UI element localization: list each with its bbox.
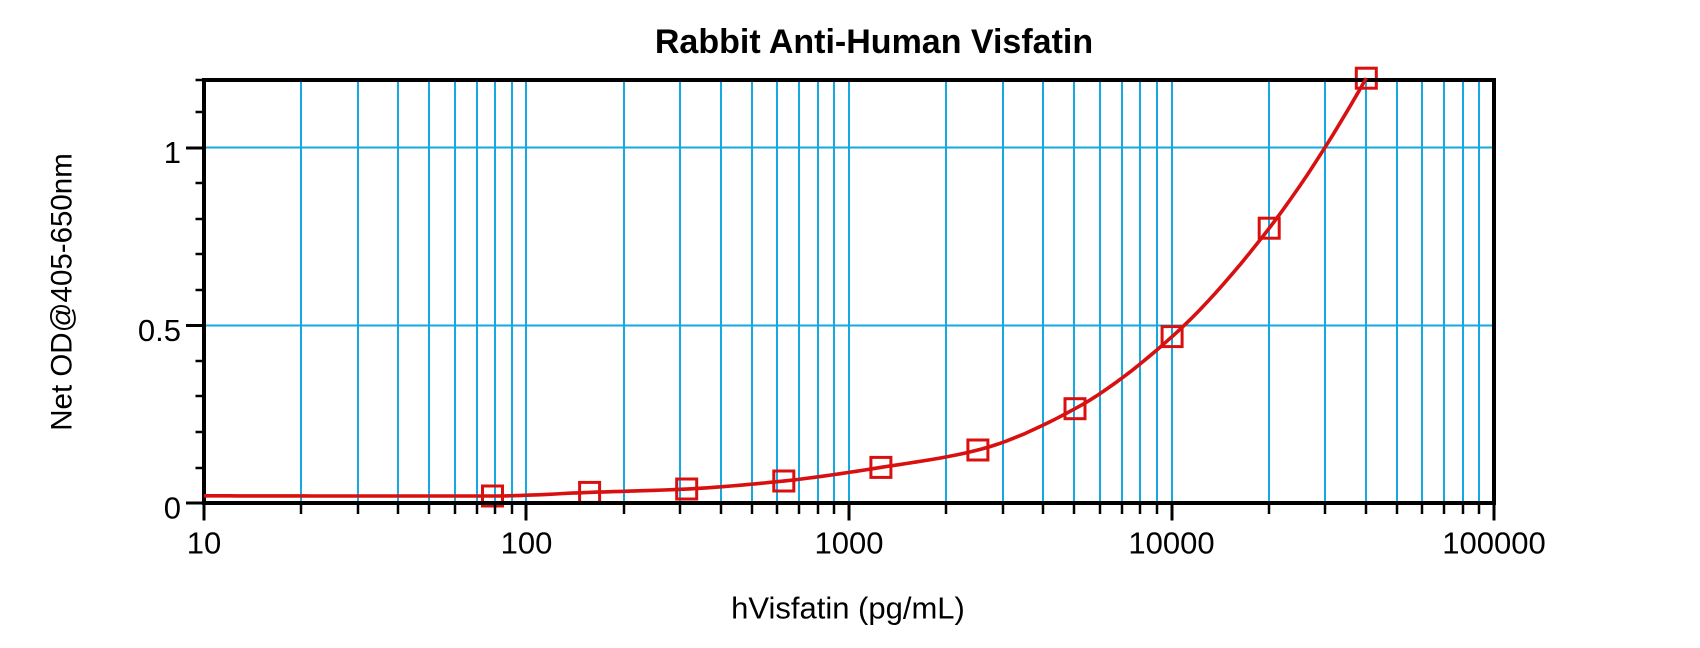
svg-text:0: 0 (164, 491, 181, 526)
svg-text:hVisfatin (pg/mL): hVisfatin (pg/mL) (731, 591, 965, 626)
svg-text:0.5: 0.5 (138, 313, 181, 348)
svg-text:Rabbit Anti-Human Visfatin: Rabbit Anti-Human Visfatin (655, 23, 1093, 61)
svg-text:100: 100 (501, 526, 553, 561)
svg-text:10000: 10000 (1128, 526, 1214, 561)
svg-text:1: 1 (164, 135, 181, 170)
svg-text:10: 10 (187, 526, 221, 561)
svg-text:1000: 1000 (815, 526, 884, 561)
svg-text:100000: 100000 (1442, 526, 1545, 561)
svg-text:Net OD@405-650nm: Net OD@405-650nm (46, 153, 79, 431)
